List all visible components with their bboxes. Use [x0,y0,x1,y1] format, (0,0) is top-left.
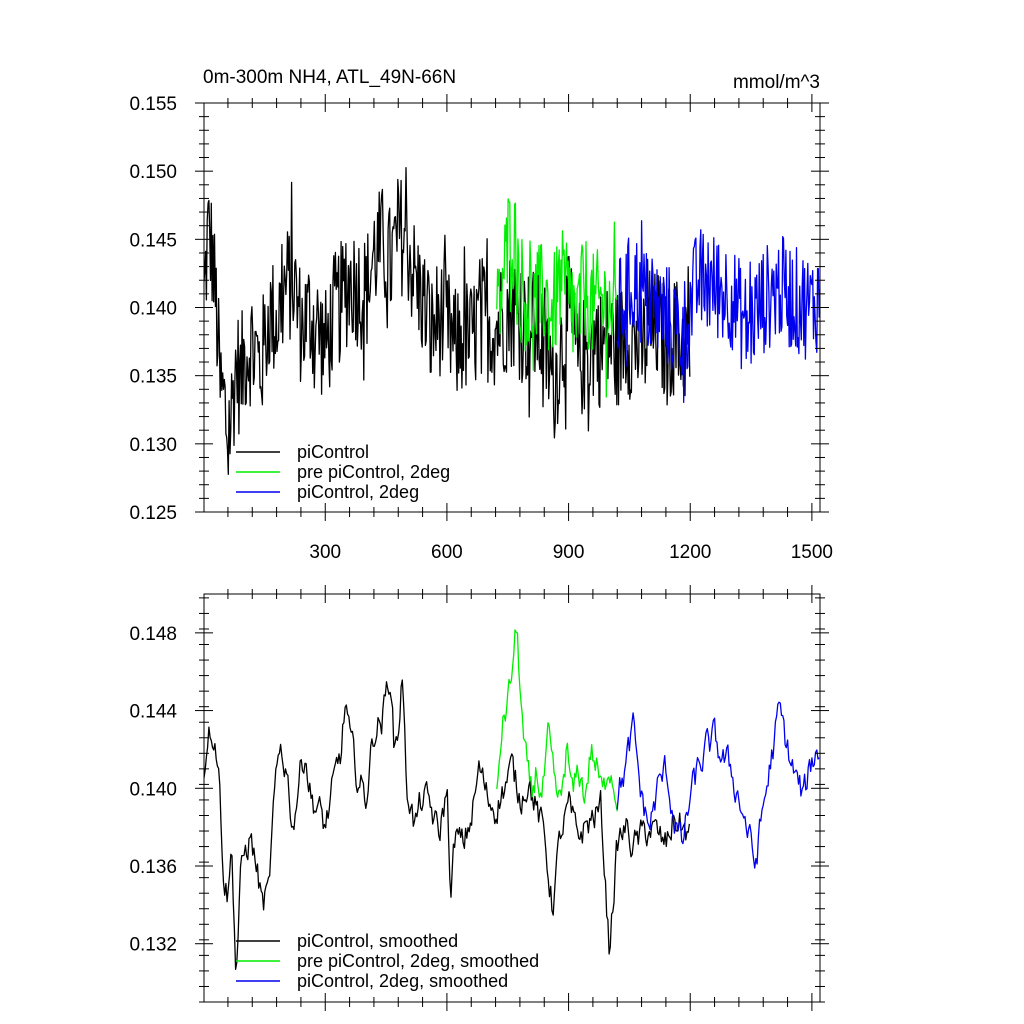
legend-label: pre piControl, 2deg [297,462,450,482]
bottom-panel: 0.132 0.136 0.140 0.144 0.148 piControl, smoo… [129,585,829,1011]
series-line-1 [496,198,618,398]
legend-label: piControl [297,442,369,462]
y-tick-label: 0.132 [129,935,177,956]
plot-frame [203,593,821,1003]
y-tick-label: 0.145 [129,230,177,251]
y-tick-label: 0.130 [129,435,177,456]
x-tick-label: 1200 [669,542,711,563]
legend-label: piControl, smoothed [297,931,458,951]
series-line-1 [496,629,618,812]
y-tick-label: 0.125 [129,503,177,524]
x-tick-label: 300 [309,542,341,563]
y-tick-label: 0.150 [129,162,177,183]
x-tick-label: 600 [431,542,463,563]
top-panel: 300 600 900 1200 1500 0.125 0.130 0.135 0.140 0.1… [129,94,833,563]
y-tick-label: 0.148 [129,624,177,645]
series-line-2 [616,701,820,869]
legend-label: piControl, 2deg [297,482,419,502]
chart-units: mmol/m^3 [733,72,820,93]
legend-label: piControl, 2deg, smoothed [297,971,508,991]
y-tick-label: 0.155 [129,94,177,115]
y-tick-label: 0.136 [129,857,177,878]
series-line-2 [616,220,820,404]
plot-area [204,629,820,970]
y-tick-label: 0.140 [129,779,177,800]
series-line-0 [204,167,691,475]
x-tick-label: 1500 [791,542,833,563]
series-line-0 [204,679,691,970]
plot-area [204,167,820,475]
legend-label: pre piControl, 2deg, smoothed [297,951,539,971]
y-tick-label: 0.140 [129,299,177,320]
y-tick-label: 0.144 [129,702,177,723]
x-tick-label: 900 [553,542,585,563]
y-tick-label: 0.135 [129,367,177,388]
chart-title: 0m-300m NH4, ATL_49N-66N [203,67,456,88]
